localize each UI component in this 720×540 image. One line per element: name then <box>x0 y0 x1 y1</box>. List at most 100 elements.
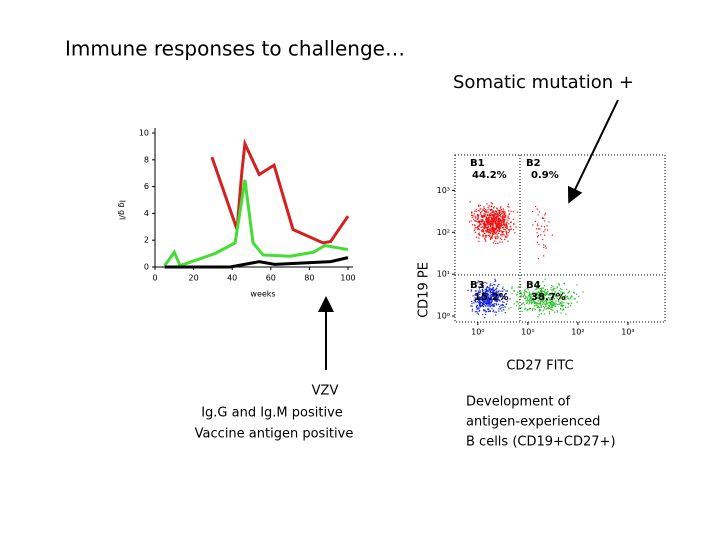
event-dot <box>480 302 482 304</box>
event-dot <box>506 236 508 238</box>
event-dot <box>485 301 487 303</box>
event-dot <box>474 294 476 296</box>
event-dot <box>560 296 562 298</box>
event-dot <box>495 242 497 245</box>
event-dot <box>539 287 541 289</box>
event-dot <box>486 295 488 297</box>
event-dot <box>488 287 490 289</box>
event-dot <box>500 307 502 309</box>
event-dot <box>496 292 498 294</box>
event-dot <box>482 297 484 299</box>
event-dot <box>556 287 558 289</box>
event-dot <box>492 294 494 296</box>
event-dot <box>477 217 479 219</box>
event-dot <box>549 313 551 315</box>
event-dot <box>475 220 477 223</box>
event-dot <box>568 303 570 305</box>
event-dot <box>481 304 483 307</box>
event-dot <box>488 305 490 307</box>
event-dot <box>490 304 493 306</box>
event-dot <box>542 281 544 283</box>
event-dot <box>489 310 491 312</box>
event-dot <box>552 304 554 306</box>
event-dot <box>487 309 489 311</box>
event-dot <box>527 288 529 290</box>
event-dot <box>550 305 553 307</box>
event-dot <box>557 292 559 294</box>
event-dot <box>492 221 494 224</box>
event-dot <box>506 227 508 229</box>
event-dot <box>499 308 502 310</box>
event-dot <box>490 231 492 233</box>
event-dot <box>535 286 538 288</box>
event-dot <box>487 217 489 219</box>
event-dot <box>488 231 491 233</box>
event-dot <box>539 228 541 230</box>
event-dot <box>497 209 499 211</box>
event-dot <box>541 296 543 298</box>
event-dot <box>560 294 563 296</box>
event-dot <box>474 311 476 313</box>
event-dot <box>491 236 493 238</box>
event-dot <box>535 302 538 304</box>
event-dot <box>539 310 541 312</box>
event-dot <box>543 299 545 301</box>
event-dot <box>532 295 534 297</box>
event-dot <box>478 224 480 226</box>
event-dot <box>498 283 500 286</box>
event-dot <box>543 306 546 308</box>
event-dot <box>544 229 546 231</box>
event-dot <box>530 303 533 305</box>
event-dot <box>543 301 545 303</box>
event-dot <box>486 235 488 237</box>
event-dot <box>539 301 541 304</box>
event-dot <box>495 314 497 316</box>
event-dot <box>482 234 484 236</box>
event-dot <box>499 221 501 223</box>
event-dot <box>562 296 564 299</box>
event-dot <box>468 221 471 223</box>
event-dot <box>496 285 499 287</box>
event-dot <box>546 307 548 309</box>
event-dot <box>485 311 487 313</box>
plot-frame <box>454 154 666 323</box>
event-dot <box>489 292 491 294</box>
event-dot <box>495 291 497 293</box>
event-dot <box>496 235 498 237</box>
event-dot <box>496 222 498 224</box>
event-dot <box>547 306 549 309</box>
event-dot <box>497 214 500 216</box>
event-dot <box>540 304 542 307</box>
event-dot <box>500 209 503 211</box>
event-dot <box>488 301 490 303</box>
event-dot <box>521 303 524 305</box>
event-dot <box>505 232 508 234</box>
event-dot <box>543 297 545 299</box>
event-dot <box>490 289 492 291</box>
event-dot <box>497 225 500 228</box>
event-dot <box>490 299 492 301</box>
event-dot <box>487 293 490 296</box>
event-dot <box>546 291 548 294</box>
event-dot <box>481 216 483 218</box>
event-dot <box>540 294 542 296</box>
event-dot <box>553 287 555 289</box>
event-dot <box>504 215 507 217</box>
event-dot <box>498 221 500 223</box>
event-dot <box>488 308 490 310</box>
event-dot <box>500 234 502 236</box>
event-dot <box>479 304 481 306</box>
event-dot <box>503 309 505 311</box>
event-dot <box>480 214 483 216</box>
y-tick-label: 10 <box>139 129 149 138</box>
event-dot <box>544 278 546 280</box>
event-dot <box>513 303 515 305</box>
event-dot <box>537 306 539 308</box>
event-dot <box>487 292 489 294</box>
event-dot <box>545 299 547 301</box>
event-dot <box>515 294 518 296</box>
event-dot <box>504 238 506 241</box>
event-dot <box>508 223 510 225</box>
event-dot <box>510 221 512 223</box>
event-dot <box>479 290 481 292</box>
